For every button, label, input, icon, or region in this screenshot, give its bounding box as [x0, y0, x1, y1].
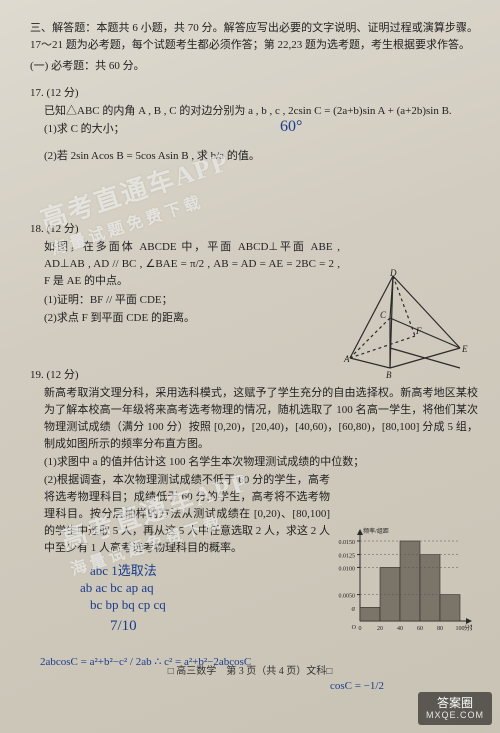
svg-text:F: F: [415, 326, 422, 336]
section-3-subheading: (一) 必考题：共 60 分。: [30, 58, 478, 75]
svg-text:a: a: [352, 604, 356, 612]
handwritten-note-line2: ab ac bc ap aq: [80, 580, 154, 596]
question-17: 17. (12 分) 已知△ABC 的内角 A , B , C 的对边分别为 a…: [30, 85, 478, 165]
svg-text:C: C: [380, 310, 387, 320]
polyhedron-diagram: A B C D E F: [330, 268, 470, 378]
svg-text:0.0150: 0.0150: [339, 540, 356, 546]
svg-text:60: 60: [417, 626, 423, 632]
svg-text:0.0125: 0.0125: [339, 554, 356, 560]
q17-part1: (1)求 C 的大小；: [30, 121, 478, 138]
frequency-histogram: 0.00500.01000.01250.0150a020406080100分数/…: [322, 521, 472, 641]
svg-text:0.0050: 0.0050: [339, 594, 356, 600]
svg-text:0: 0: [359, 626, 362, 632]
svg-text:E: E: [461, 344, 468, 354]
svg-text:A: A: [343, 354, 350, 364]
q17-part2: (2)若 2sin Acos B = 5cos Asin B , 求 b/a 的…: [30, 148, 478, 165]
svg-text:频率/组距: 频率/组距: [363, 527, 389, 535]
svg-text:40: 40: [397, 626, 403, 632]
q19-part1: (1)求图中 a 的值并估计这 100 名学生本次物理测试成绩的中位数；: [30, 454, 478, 471]
exam-page: 三、解答题：本题共 6 小题，共 70 分。解答应写出必要的文字说明、证明过程或…: [0, 0, 500, 733]
handwritten-note-710: 7/10: [110, 618, 137, 635]
handwritten-formula-2: cosC = −1/2: [330, 680, 384, 692]
q18-number: 18. (12 分): [30, 221, 478, 238]
svg-text:0.0100: 0.0100: [339, 566, 356, 572]
handwritten-note-line3: bc bp bq cp cq: [90, 597, 166, 613]
svg-text:B: B: [386, 370, 392, 378]
svg-text:80: 80: [437, 626, 443, 632]
svg-text:O: O: [352, 625, 357, 631]
svg-text:20: 20: [377, 626, 383, 632]
q18-stem: 如图，在多面体 ABCDE 中，平面 ABCD⊥平面 ABE , AD⊥AB ,…: [30, 239, 340, 290]
handwritten-note-60deg: 60°: [280, 118, 302, 136]
brand-sub: MXQE.COM: [426, 710, 484, 721]
brand-main: 答案圈: [437, 696, 473, 710]
svg-text:D: D: [389, 268, 397, 278]
q17-stem: 已知△ABC 的内角 A , B , C 的对边分别为 a , b , c , …: [30, 103, 478, 120]
section-3-heading: 三、解答题：本题共 6 小题，共 70 分。解答应写出必要的文字说明、证明过程或…: [30, 20, 478, 54]
svg-text:分数/分: 分数/分: [464, 624, 472, 632]
q19-part2: (2)根据调查，本次物理测试成绩不低于 60 分的学生，高考将选考物理科目；成绩…: [30, 472, 330, 557]
page-footer: □ 高三数学 第 3 页（共 4 页）文科□: [0, 662, 500, 677]
brand-badge: 答案圈 MXQE.COM: [418, 692, 492, 725]
q17-number: 17. (12 分): [30, 85, 478, 102]
handwritten-note-abc: abc 1选取法: [90, 560, 157, 579]
q19-stem: 新高考取消文理分科，采用选科模式，这赋予了学生充分的自由选择权。新高考地区某校为…: [30, 385, 478, 453]
